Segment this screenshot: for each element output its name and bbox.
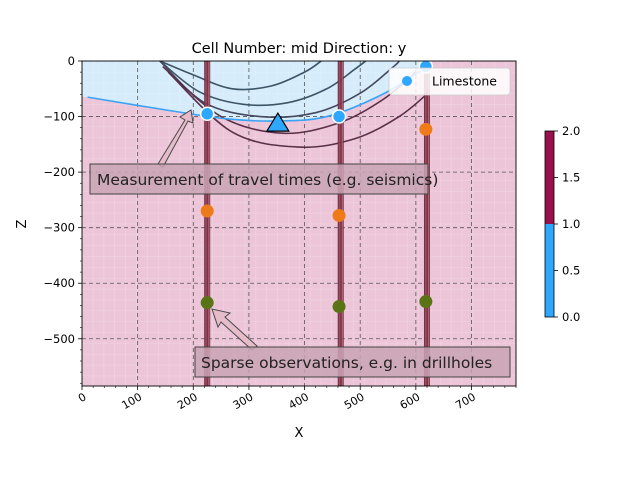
contour-line-4 (167, 71, 431, 149)
x-tick-label-3: 300 (231, 390, 256, 412)
chart-title: Cell Number: mid Direction: y (192, 41, 407, 57)
colorbar-tick-label-0: 0.0 (562, 310, 580, 324)
major-grid (82, 61, 516, 386)
y-tick-label-5: −500 (43, 332, 75, 346)
series-2-point-1 (332, 300, 346, 314)
y-tick-label-4: −400 (43, 276, 75, 290)
x-tick-label-2: 200 (175, 390, 200, 412)
annotation-box-seismics (89, 163, 429, 195)
x-axis-label: X (295, 426, 304, 441)
y-tick-label-2: −200 (43, 165, 75, 179)
y-axis-ticks: 0 −100 −200 −300 −400 −500 (43, 54, 82, 384)
annotation-drillholes: Sparse observations, e.g. in drillholes (194, 308, 511, 378)
series-2-point-0 (200, 296, 214, 310)
x-tick-label-7: 700 (453, 390, 478, 412)
borehole-2 (423, 61, 430, 386)
annotation-text-drillholes: Sparse observations, e.g. in drillholes (201, 354, 492, 372)
plot-frame (81, 60, 517, 387)
series-1-point-1 (332, 208, 346, 222)
legend-box (388, 67, 511, 96)
triangle-marker (265, 111, 290, 132)
y-tick-label-3: −300 (43, 221, 75, 235)
annotation-box-drillholes (194, 346, 511, 378)
contour-line-1 (159, 61, 367, 107)
colorbar-ticks: 0.0 0.5 1.0 1.5 2.0 (554, 124, 580, 324)
x-tick-label-1: 100 (119, 390, 144, 412)
colorbar-segment-lower (545, 224, 554, 317)
colorbar-tick-label-2: 1.0 (562, 217, 580, 231)
x-tick-label-6: 600 (398, 390, 423, 412)
series-1-point-0 (200, 204, 214, 218)
x-axis-ticks: 0 100 200 300 400 500 600 700 (76, 386, 517, 412)
legend: Limestone (388, 67, 511, 96)
contour-line-0 (159, 61, 322, 91)
y-axis-label: Z (15, 219, 30, 228)
plot-area (82, 61, 516, 386)
minor-grid (82, 61, 516, 386)
y-tick-label-1: −100 (43, 110, 75, 124)
series-0-point-1 (331, 109, 347, 124)
colorbar: 0.0 0.5 1.0 1.5 2.0 (544, 124, 580, 324)
colorbar-tick-label-1: 0.5 (562, 264, 580, 278)
colorbar-tick-label-4: 2.0 (562, 124, 580, 138)
legend-label-limestone: Limestone (432, 74, 497, 89)
colorbar-tick-label-3: 1.5 (562, 171, 580, 185)
series-2-point-2 (419, 295, 433, 309)
annotation-arrow-drillholes (211, 308, 258, 351)
boreholes (204, 61, 430, 386)
x-tick-label-4: 400 (286, 390, 311, 412)
y-tick-label-0: 0 (68, 54, 75, 68)
borehole-0 (204, 61, 211, 386)
x-tick-label-0: 0 (76, 390, 89, 405)
annotation-arrow-seismics (157, 109, 194, 168)
annotation-text-seismics: Measurement of travel times (e.g. seismi… (97, 171, 438, 189)
borehole-1 (337, 61, 344, 386)
x-tick-label-5: 500 (342, 390, 367, 412)
series-0-point-0 (199, 106, 215, 122)
colorbar-segment-upper (545, 131, 554, 224)
annotation-seismics: Measurement of travel times (e.g. seismi… (89, 109, 438, 195)
series-1-point-2 (419, 122, 433, 136)
legend-marker-limestone (402, 76, 412, 86)
